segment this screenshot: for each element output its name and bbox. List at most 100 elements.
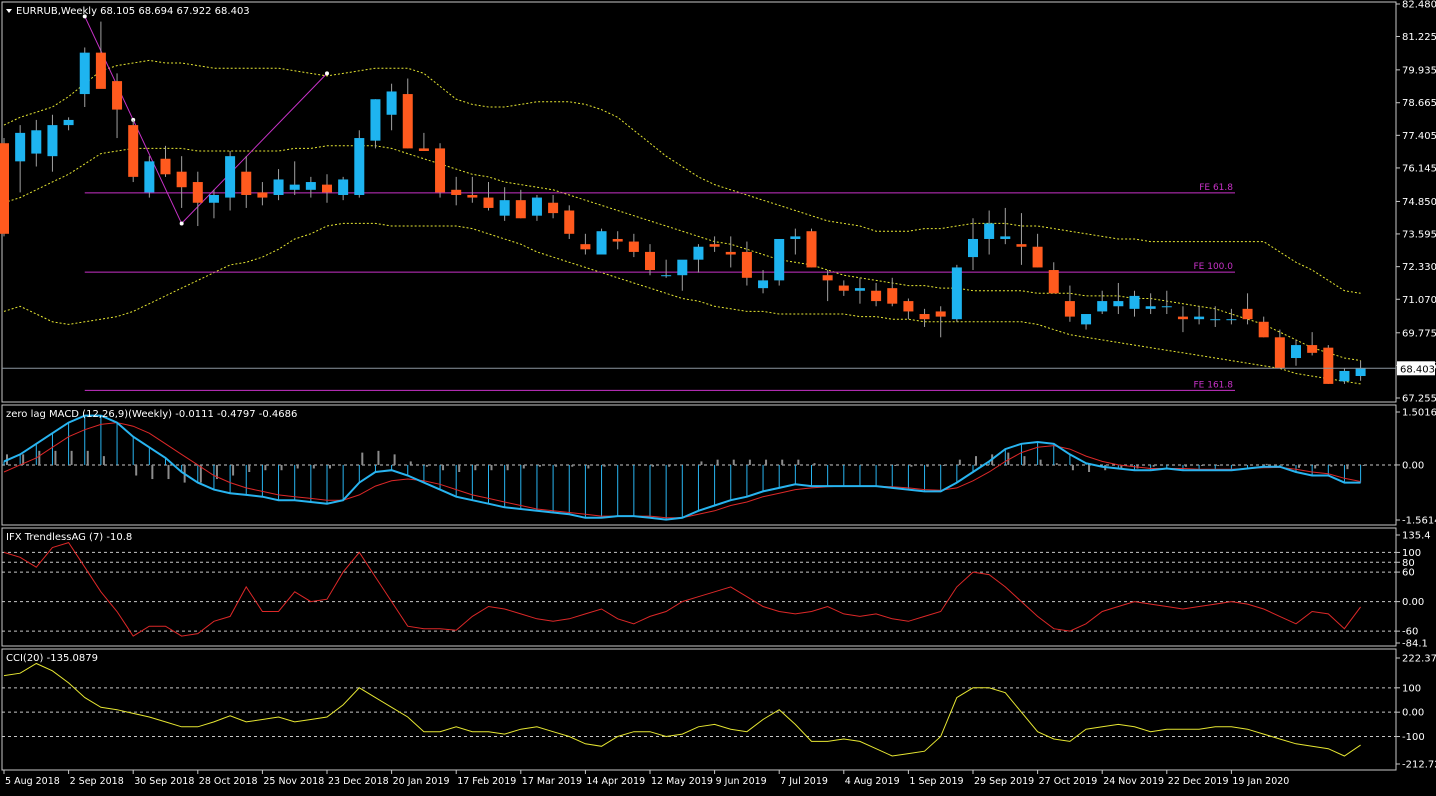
candle-body-bear [887, 288, 898, 304]
y-tick-label: 100 [1402, 548, 1421, 559]
x-tick-label: 25 Nov 2018 [263, 776, 324, 787]
candle [1097, 290, 1108, 315]
candle-body-bull [79, 52, 90, 95]
candle-body-bull [854, 288, 865, 291]
y-tick-label: 135.4 [1402, 531, 1431, 542]
candle-body-bull [1194, 316, 1205, 320]
candle [822, 270, 833, 302]
candle-body-bear [515, 200, 526, 219]
candle-body-bull [354, 138, 365, 195]
candle-body-bull [1355, 368, 1366, 377]
fibo-level-label: FE 100.0 [1194, 262, 1234, 272]
candle-body-bull [1291, 345, 1301, 359]
panel-frame-trendless [1, 527, 1397, 647]
x-tick-label: 27 Oct 2019 [1039, 776, 1098, 787]
candle [1177, 306, 1188, 333]
y-tick-label: 67.255 [1402, 394, 1436, 405]
y-tick-label: 0.00 [1402, 460, 1424, 471]
cci-panel-title: CCI(20) -135.0879 [6, 653, 98, 664]
candle [951, 264, 962, 322]
y-tick-label: 0.00 [1402, 708, 1424, 719]
candle [225, 150, 236, 211]
candle-body-bull [1113, 301, 1124, 307]
candle-body-bear [612, 238, 623, 242]
candle [1355, 360, 1366, 381]
candle [1226, 308, 1237, 325]
y-tick-label: 81.225 [1402, 32, 1436, 43]
current-price-box [1397, 361, 1435, 376]
candle-body-bull [1339, 370, 1350, 382]
candle [548, 194, 559, 219]
macd-panel-title: zero lag MACD (12,26,9)(Weekly) -0.0111 … [6, 409, 297, 420]
candle [322, 174, 332, 203]
x-tick-label: 2 Sep 2018 [70, 776, 124, 787]
x-tick-label: 30 Sep 2018 [134, 776, 194, 787]
candle-body-bear [402, 94, 413, 149]
candle [709, 236, 720, 252]
candle [1032, 233, 1043, 268]
candle [677, 259, 688, 291]
candle [758, 270, 769, 294]
candle-body-bear [160, 158, 171, 175]
candle [467, 176, 478, 203]
candle [531, 194, 542, 221]
candle [741, 241, 752, 286]
candle [1145, 293, 1156, 315]
candle-body-bear [564, 210, 575, 234]
y-tick-label: 1.5016 [1402, 408, 1436, 419]
candle [112, 73, 123, 139]
candle-body-bear [1242, 308, 1253, 320]
candle-body-bear [112, 81, 123, 110]
candle [160, 145, 171, 177]
candle [418, 132, 429, 151]
candle-body-bear [435, 148, 446, 193]
candle [838, 280, 849, 296]
candle-body-bull [338, 179, 349, 195]
candle [596, 228, 607, 255]
candle [1258, 316, 1269, 338]
candle [854, 277, 865, 304]
y-tick-label: 78.665 [1402, 98, 1436, 109]
x-tick-label: 29 Sep 2019 [974, 776, 1034, 787]
candle-body-bear [128, 125, 139, 177]
candle-body-bull [47, 125, 58, 157]
candle-body-bull [1210, 319, 1221, 321]
candle-body-bear [483, 197, 494, 208]
candle-body-bear [1323, 347, 1334, 384]
candle [1048, 262, 1059, 294]
x-tick-label: 24 Nov 2019 [1103, 776, 1164, 787]
x-tick-label: 28 Oct 2018 [199, 776, 258, 787]
candle [661, 259, 672, 278]
x-tick-label: 23 Dec 2018 [328, 776, 389, 787]
candle-body-bull [1226, 319, 1237, 321]
candle-body-bear [580, 244, 591, 250]
y-tick-label: 79.935 [1402, 65, 1436, 76]
candle-body-bull [15, 132, 26, 162]
candle [79, 47, 90, 107]
y-tick-label: -100 [1402, 732, 1425, 743]
x-tick-label: 5 Aug 2018 [5, 776, 60, 787]
candle [725, 236, 736, 268]
y-tick-label: 71.070 [1402, 295, 1436, 306]
candle-body-bull [951, 267, 962, 320]
cci-line [3, 662, 1361, 757]
zigzag-point [82, 14, 87, 19]
candle [935, 306, 946, 338]
candle-body-bull [1161, 306, 1172, 308]
chevron-down-icon[interactable] [6, 9, 12, 13]
current-price-label: 68.403 [1400, 364, 1435, 375]
candle-body-bear [257, 192, 268, 198]
candle [95, 21, 106, 89]
candle [1113, 282, 1124, 315]
candle [1000, 207, 1011, 245]
x-tick-label: 12 May 2019 [651, 776, 713, 787]
candle [1194, 306, 1205, 325]
candle-body-bear [725, 251, 736, 255]
fibo-level-label: FE 61.8 [1199, 183, 1233, 193]
zigzag-point [179, 221, 184, 226]
candle [208, 189, 219, 219]
x-tick-label: 9 Jun 2019 [716, 776, 767, 787]
bollinger-middle-line [3, 145, 1361, 362]
candle-body-bear [628, 241, 639, 252]
